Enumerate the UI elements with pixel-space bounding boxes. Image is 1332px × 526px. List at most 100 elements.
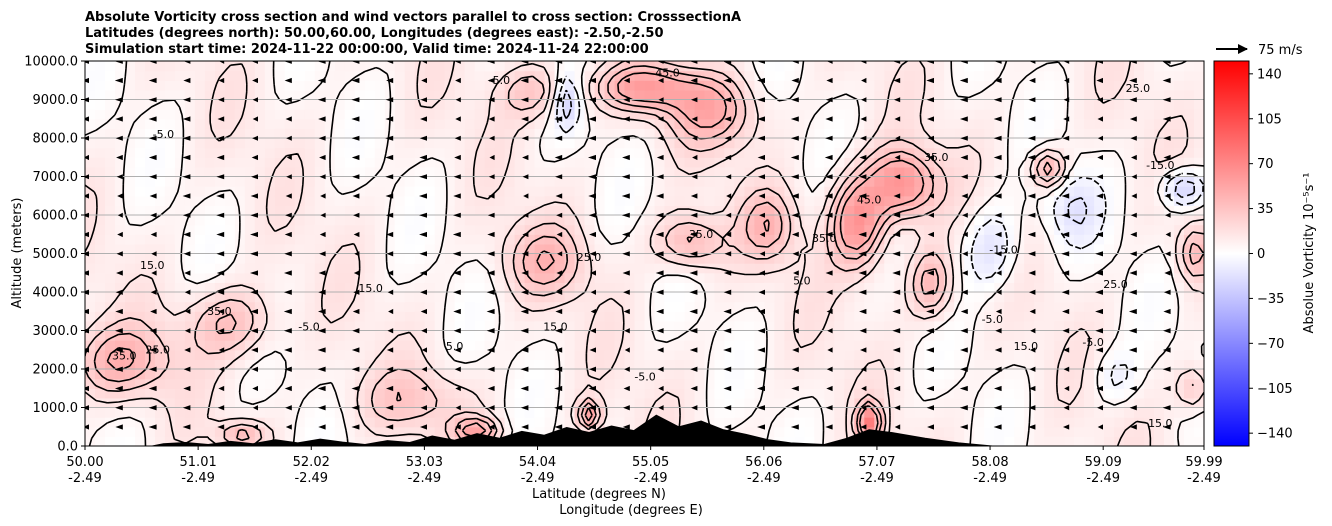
- vorticity-cell: [1144, 118, 1155, 129]
- vorticity-cell: [244, 109, 256, 120]
- vorticity-cell: [474, 80, 486, 91]
- vorticity-cell: [434, 99, 446, 110]
- vorticity-cell: [724, 349, 736, 360]
- vorticity-cell: [154, 109, 166, 120]
- wind-vector: [658, 385, 664, 392]
- vorticity-cell: [664, 70, 676, 81]
- vorticity-cell: [984, 349, 995, 360]
- vorticity-cell: [764, 186, 775, 197]
- vorticity-cell: [954, 99, 965, 110]
- wind-vector: [251, 347, 258, 353]
- vorticity-cell: [284, 176, 296, 187]
- vorticity-cell: [894, 320, 905, 332]
- vorticity-cell: [884, 253, 895, 264]
- vorticity-cell: [164, 176, 176, 187]
- vorticity-field: [85, 61, 1204, 446]
- vorticity-cell: [214, 176, 226, 187]
- vorticity-cell: [1134, 407, 1145, 418]
- vorticity-cell: [1174, 330, 1185, 341]
- vorticity-cell: [154, 272, 166, 283]
- vorticity-cell: [594, 397, 606, 409]
- vorticity-cell: [414, 186, 426, 197]
- vorticity-cell: [704, 186, 716, 197]
- vorticity-cell: [494, 349, 506, 360]
- vorticity-cell: [734, 311, 746, 322]
- vorticity-cell: [984, 397, 995, 409]
- vorticity-cell: [914, 176, 925, 187]
- vorticity-cell: [334, 176, 346, 187]
- wind-vector: [588, 385, 596, 392]
- vorticity-cell: [424, 407, 436, 418]
- vorticity-cell: [494, 176, 506, 187]
- vorticity-cell: [85, 388, 96, 399]
- vorticity-cell: [1174, 70, 1185, 81]
- wind-vector: [217, 135, 225, 141]
- wind-vector: [554, 366, 563, 372]
- vorticity-cell: [154, 205, 166, 216]
- vorticity-cell: [934, 378, 945, 389]
- vorticity-cell: [514, 224, 526, 235]
- vorticity-cell: [844, 349, 855, 360]
- vorticity-cell: [674, 224, 686, 235]
- vorticity-cell: [664, 176, 676, 187]
- vorticity-cell: [854, 89, 865, 101]
- vorticity-cell: [314, 205, 326, 216]
- wind-vector: [317, 366, 326, 372]
- vorticity-cell: [1014, 128, 1025, 139]
- vorticity-cell: [704, 99, 716, 110]
- vorticity-cell: [464, 263, 476, 274]
- vorticity-cell: [404, 234, 416, 245]
- vorticity-cell: [114, 205, 126, 216]
- wind-vector: [318, 424, 326, 430]
- wind-vector: [555, 193, 563, 199]
- vorticity-cell: [364, 436, 376, 446]
- vorticity-cell: [1144, 138, 1155, 149]
- vorticity-cell: [1094, 176, 1105, 187]
- wind-vector: [421, 328, 427, 334]
- vorticity-cell: [154, 282, 166, 293]
- vorticity-cell: [984, 70, 995, 81]
- vorticity-cell: [1074, 234, 1085, 245]
- vorticity-cell: [794, 234, 805, 245]
- vorticity-cell: [674, 388, 686, 399]
- vorticity-cell: [794, 186, 805, 197]
- vorticity-cell: [604, 195, 616, 206]
- vorticity-cell: [464, 99, 476, 110]
- wind-vector: [286, 174, 292, 180]
- vorticity-cell: [934, 157, 945, 168]
- wind-vector: [115, 328, 123, 334]
- vorticity-cell: [534, 176, 546, 187]
- vorticity-cell: [354, 292, 366, 303]
- vorticity-cell: [294, 147, 306, 158]
- vorticity-cell: [94, 253, 106, 264]
- vorticity-cell: [1094, 89, 1105, 101]
- vorticity-cell: [294, 378, 306, 389]
- vorticity-cell: [1084, 157, 1095, 168]
- vorticity-cell: [484, 138, 496, 149]
- vorticity-cell: [574, 320, 586, 332]
- vorticity-cell: [294, 272, 306, 283]
- vorticity-cell: [464, 89, 476, 101]
- vorticity-cell: [654, 359, 666, 370]
- vorticity-cell: [1004, 407, 1015, 418]
- vorticity-cell: [694, 330, 706, 341]
- vorticity-cell: [974, 301, 985, 312]
- vorticity-cell: [1184, 436, 1195, 446]
- vorticity-cell: [294, 109, 306, 120]
- wind-vector: [421, 77, 427, 84]
- vorticity-cell: [754, 195, 765, 206]
- vorticity-cell: [634, 272, 646, 283]
- vorticity-cell: [424, 292, 436, 303]
- vorticity-cell: [914, 263, 925, 274]
- vorticity-cell: [544, 157, 556, 168]
- wind-vector: [623, 385, 630, 392]
- wind-vector: [656, 193, 664, 199]
- wind-vector: [487, 251, 495, 257]
- vorticity-cell: [364, 426, 376, 437]
- vorticity-cell: [1134, 388, 1145, 399]
- vorticity-cell: [1154, 176, 1165, 187]
- vorticity-cell: [314, 166, 326, 178]
- vorticity-cell: [1094, 340, 1105, 351]
- vorticity-cell: [1024, 436, 1035, 446]
- wind-vector: [115, 424, 123, 430]
